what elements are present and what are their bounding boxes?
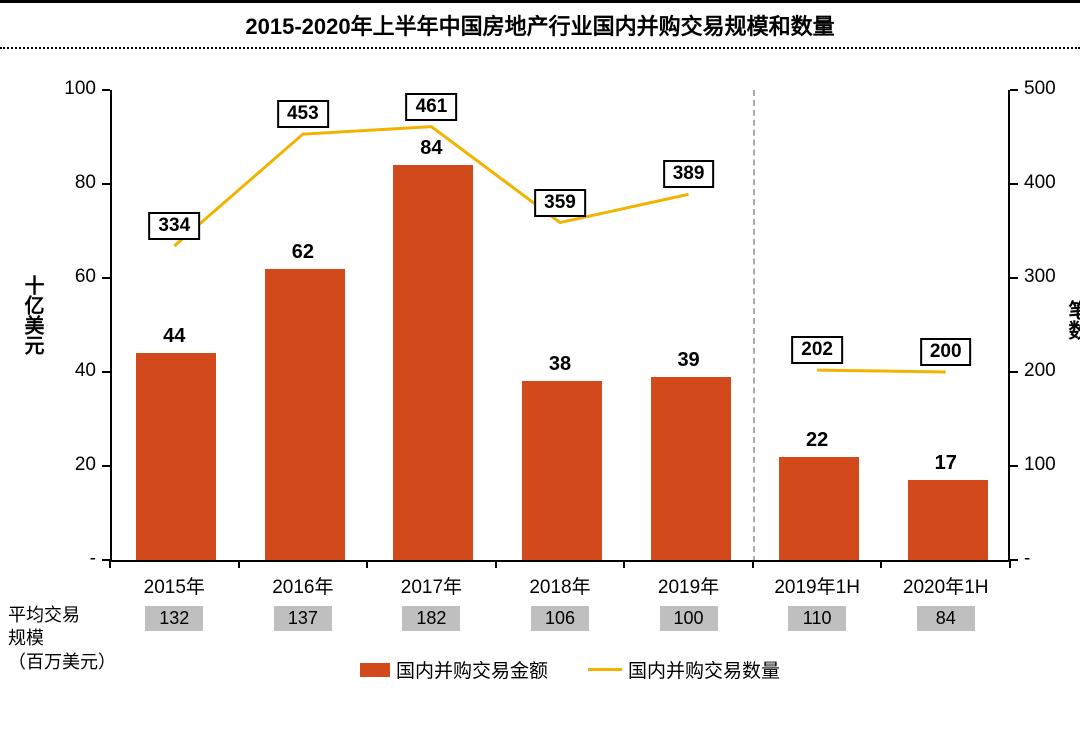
bar	[522, 381, 602, 560]
line-value-label: 461	[406, 93, 458, 121]
category-label: 2016年	[272, 572, 333, 599]
avg-value-box: 182	[402, 606, 460, 631]
right-tick-label: 300	[1024, 266, 1056, 288]
bar-value-label: 39	[677, 349, 699, 372]
left-tick-label: 100	[64, 78, 96, 100]
bar	[908, 480, 988, 560]
bar	[779, 457, 859, 560]
left-tick	[102, 183, 110, 185]
legend: 国内并购交易金额 国内并购交易数量	[360, 656, 780, 683]
chart-area: - 20 40 60 80 100 - 100 200 300 400 500 十亿美元 笔数 44 62 84…	[0, 0, 1080, 748]
right-tick-label: 500	[1024, 78, 1056, 100]
avg-row-label-1: 平均交易	[8, 604, 116, 627]
right-tick	[1010, 277, 1018, 279]
bar-value-label: 22	[806, 429, 828, 452]
right-tick-label: 100	[1024, 454, 1056, 476]
line-value-label: 200	[920, 338, 972, 366]
x-axis	[110, 560, 1010, 562]
avg-row-label: 平均交易规模（百万美元）	[8, 604, 116, 674]
bar-value-label: 84	[420, 137, 442, 160]
left-axis-label: 十亿美元	[18, 275, 47, 355]
left-tick-label: -	[90, 548, 96, 570]
left-tick-label: 20	[75, 454, 96, 476]
bar	[393, 165, 473, 560]
x-tick	[752, 560, 754, 568]
right-tick	[1010, 89, 1018, 91]
right-tick	[1010, 559, 1018, 561]
line-value-label: 389	[663, 160, 715, 188]
bar	[265, 269, 345, 560]
x-tick	[1009, 560, 1011, 568]
left-tick	[102, 89, 110, 91]
avg-row-label-2: 规模	[8, 627, 116, 650]
line-value-label: 202	[791, 336, 843, 364]
right-tick	[1010, 183, 1018, 185]
x-tick	[495, 560, 497, 568]
legend-label: 国内并购交易金额	[396, 656, 548, 683]
category-label: 2018年	[529, 572, 590, 599]
right-tick	[1010, 465, 1018, 467]
right-axis-label: 笔数	[1062, 300, 1080, 340]
category-label: 2015年	[144, 572, 205, 599]
left-tick	[102, 371, 110, 373]
bar-value-label: 17	[935, 452, 957, 475]
left-tick-label: 80	[75, 172, 96, 194]
left-tick-label: 40	[75, 360, 96, 382]
x-tick	[623, 560, 625, 568]
bar-value-label: 44	[163, 325, 185, 348]
right-tick-label: -	[1024, 548, 1030, 570]
x-tick	[366, 560, 368, 568]
avg-value-box: 100	[660, 606, 718, 631]
period-divider	[753, 90, 755, 562]
bar	[136, 353, 216, 560]
avg-value-box: 137	[274, 606, 332, 631]
line-value-label: 359	[534, 189, 586, 217]
legend-swatch-bar	[360, 663, 390, 677]
bar-value-label: 38	[549, 353, 571, 376]
avg-value-box: 110	[788, 606, 846, 631]
x-tick	[109, 560, 111, 568]
avg-value-box: 132	[145, 606, 203, 631]
left-tick	[102, 465, 110, 467]
line-value-label: 334	[148, 212, 200, 240]
x-tick	[880, 560, 882, 568]
right-tick-label: 200	[1024, 360, 1056, 382]
right-tick	[1010, 371, 1018, 373]
avg-row-label-3: （百万美元）	[8, 651, 116, 674]
line-value-label: 453	[277, 100, 329, 128]
avg-value-box: 84	[917, 606, 975, 631]
legend-item: 国内并购交易金额	[360, 656, 548, 683]
category-label: 2019年	[658, 572, 719, 599]
category-label: 2019年1H	[774, 572, 860, 599]
plot-area	[110, 90, 1010, 560]
category-label: 2020年1H	[903, 572, 989, 599]
bar-value-label: 62	[292, 241, 314, 264]
left-tick	[102, 277, 110, 279]
legend-label: 国内并购交易数量	[628, 656, 780, 683]
right-tick-label: 400	[1024, 172, 1056, 194]
legend-item: 国内并购交易数量	[588, 656, 780, 683]
left-tick-label: 60	[75, 266, 96, 288]
x-tick	[238, 560, 240, 568]
category-label: 2017年	[401, 572, 462, 599]
bar	[651, 377, 731, 560]
legend-swatch-line	[588, 668, 622, 671]
avg-value-box: 106	[531, 606, 589, 631]
